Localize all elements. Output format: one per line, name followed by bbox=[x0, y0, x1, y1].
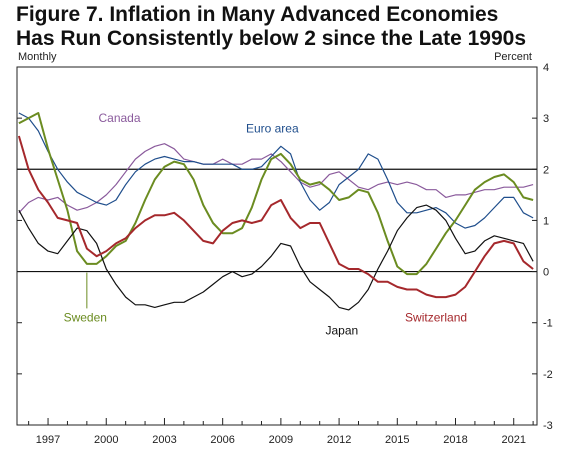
x-tick-label: 2003 bbox=[152, 434, 176, 446]
x-tick-label: 2012 bbox=[327, 434, 351, 446]
y-tick-label: -3 bbox=[543, 420, 553, 432]
x-tick-label: 2018 bbox=[443, 434, 467, 446]
series-label-euro-area: Euro area bbox=[246, 121, 299, 135]
title-line-2: Has Run Consistently below 2 since the L… bbox=[16, 27, 526, 50]
frequency-label: Monthly bbox=[18, 51, 57, 63]
series-line-switzerland bbox=[17, 135, 534, 299]
series-line-euro-area bbox=[18, 112, 534, 229]
y-tick-label: 0 bbox=[543, 267, 549, 279]
x-tick-label: 2021 bbox=[501, 434, 525, 446]
series-label-japan: Japan bbox=[326, 323, 359, 337]
series-label-switzerland: Switzerland bbox=[405, 311, 467, 325]
chart-title: Figure 7. Inflation in Many Advanced Eco… bbox=[16, 3, 556, 51]
x-tick-label: 1997 bbox=[36, 434, 60, 446]
y-tick-label: -2 bbox=[543, 369, 553, 381]
series-line-canada bbox=[18, 143, 534, 214]
plot-frame bbox=[16, 66, 538, 426]
y-tick-label: 4 bbox=[543, 62, 549, 74]
series-label-sweden: Sweden bbox=[64, 311, 107, 325]
y-axis-title: Percent bbox=[494, 51, 532, 63]
y-tick-label: 3 bbox=[543, 113, 549, 125]
y-tick-label: 2 bbox=[543, 164, 549, 176]
y-tick-label: 1 bbox=[543, 215, 549, 227]
x-tick-label: 2015 bbox=[385, 434, 409, 446]
y-tick-label: -1 bbox=[543, 318, 553, 330]
x-tick-label: 2000 bbox=[94, 434, 118, 446]
title-line-1: Figure 7. Inflation in Many Advanced Eco… bbox=[16, 3, 499, 26]
plot-area: 4 3 2 1 0 -1 -2 -3 1997 2000 2003 2006 2009 2012 2015 2… bbox=[16, 62, 553, 446]
x-tick-label: 2006 bbox=[210, 434, 234, 446]
series-line-sweden bbox=[18, 112, 534, 276]
series-label-canada: Canada bbox=[98, 111, 140, 125]
x-tick-label: 2009 bbox=[269, 434, 293, 446]
series-line-japan bbox=[18, 204, 534, 311]
